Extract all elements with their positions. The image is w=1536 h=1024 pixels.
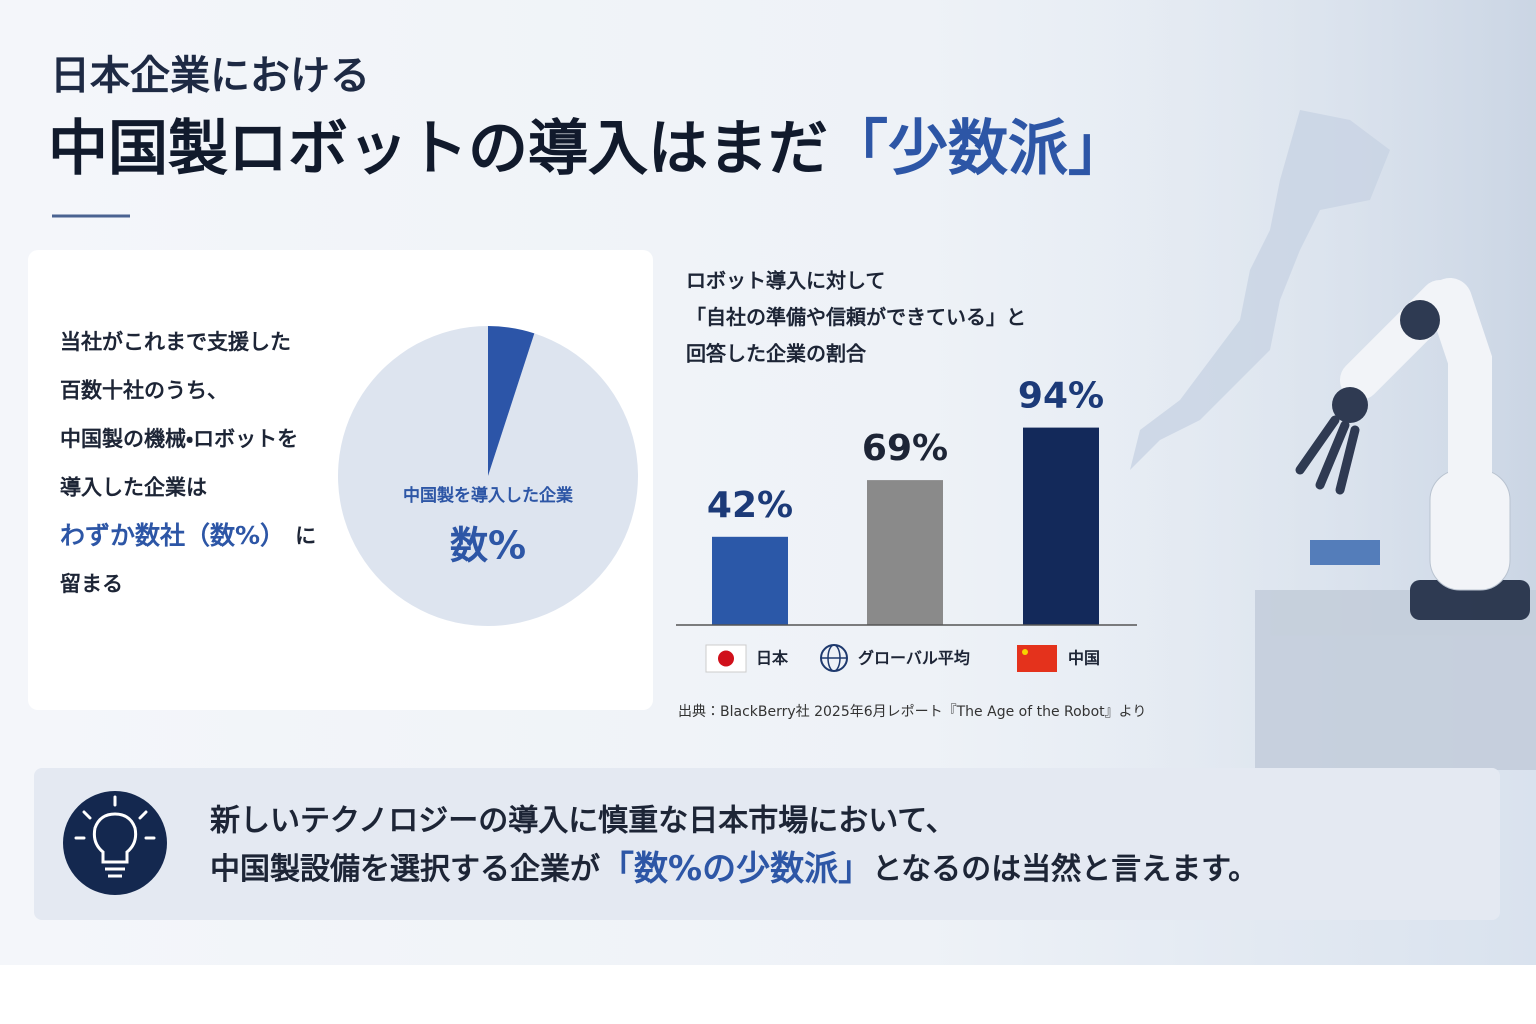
last-line: 留まる [60,572,123,596]
robot-arm [1255,278,1536,770]
body-line: 中国製の機械・ロボットを [60,427,298,451]
highlight-text: わずか数社（数%） [60,521,285,550]
footer-line-2: 中国製設備を選択する企業が「数%の少数派」となるのは当然と言えます。 [210,849,1258,889]
body-line: 導入した企業は [60,476,207,500]
footer-box [34,768,1500,920]
chart-title: 回答した企業の割合 [686,342,867,366]
pie-slice [488,326,535,476]
highlight-line: わずか数社（数%） に [60,521,316,550]
legend-label: グローバル平均 [858,649,970,668]
footer-line-1: 新しいテクノロジーの導入に慎重な日本市場において、 [209,804,956,839]
bar-value-label: 69% [862,428,948,469]
bar [712,536,788,625]
japan-map [1130,110,1390,470]
footer-text: 中国製設備を選択する企業が [210,852,600,887]
bulb-icon [63,791,167,895]
footer-highlight: 「数%の少数派」 [600,849,872,889]
chart-title: ロボット導入に対して [686,269,885,293]
highlight-suffix: に [295,524,316,548]
pie-slice [337,326,638,626]
kicker: 日本企業における [50,53,370,99]
chart-title: 「自社の準備や信頼ができている」と [686,305,1026,329]
headline: 中国製ロボットの導入はまだ「少数派」 [48,114,1128,184]
body-line: 当社がこれまで支援した [60,330,291,354]
legend-label: 中国 [1068,649,1100,668]
headline-highlight: 「少数派」 [828,114,1128,184]
footer-text: となるのは当然と言えます。 [872,852,1258,887]
pie-label: 中国製を導入した企業 [403,485,573,506]
bar [1023,427,1099,625]
bar-value-label: 94% [1018,376,1104,417]
headline-main: 中国製ロボットの導入はまだ [48,114,828,184]
legend-icons [705,644,1057,673]
source-note: 出典：BlackBerry社 2025年6月レポート『The Age of th… [678,704,1146,720]
bar [867,480,943,625]
body-line: 百数十社のうち、 [60,379,228,403]
bottom-margin [0,965,1536,1024]
pie-value-label: 数% [450,524,526,568]
bar-value-label: 42% [707,485,793,526]
legend-label: 日本 [756,649,789,668]
